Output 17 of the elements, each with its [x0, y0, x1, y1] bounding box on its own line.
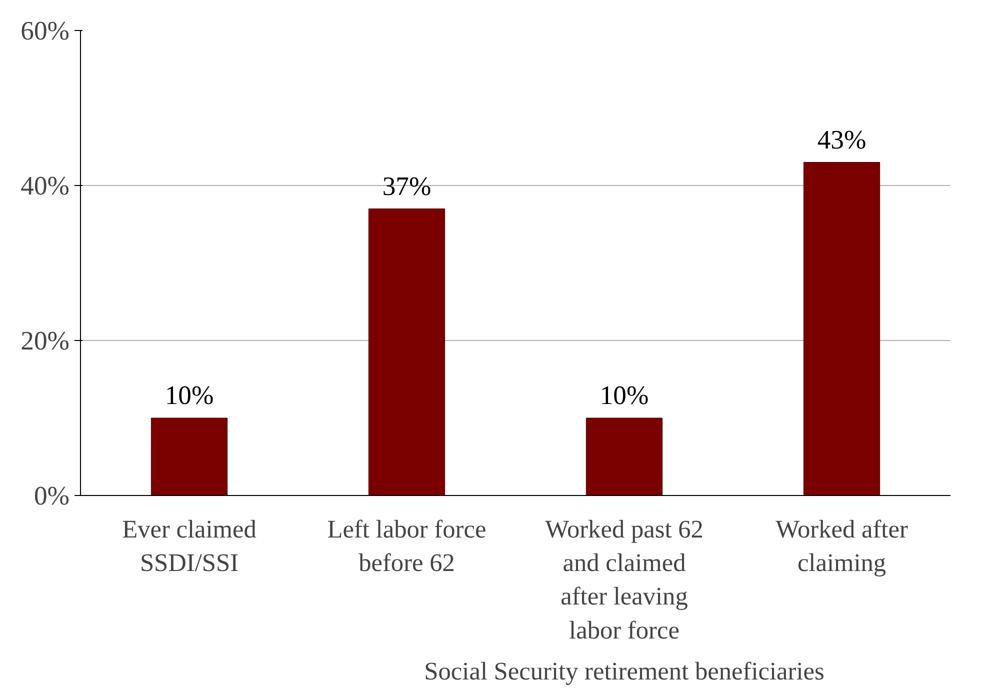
x-tick-label: Worked after claiming: [776, 516, 908, 578]
data-label: 10%: [600, 380, 649, 410]
bar: [368, 208, 446, 496]
data-label: 37%: [382, 170, 432, 201]
x-tick-label: Ever claimed SSDI/SSI: [122, 516, 257, 578]
x-tick-label: Left labor force before 62: [327, 516, 486, 578]
bar: [586, 418, 663, 496]
x-tick-label: Worked past 62 and claimed after leaving labor force: [545, 516, 704, 644]
y-tick-label: 40%: [20, 170, 70, 200]
y-tick-label: 60%: [20, 16, 70, 46]
bar: [803, 162, 880, 496]
text: Social Security retirement beneficiaries: [424, 658, 824, 686]
data-label: 10%: [164, 380, 214, 410]
y-tick-label: 20%: [20, 326, 70, 356]
data-label: 43%: [817, 124, 866, 154]
y-tick-label: 0%: [34, 480, 70, 510]
bar: [150, 418, 228, 496]
